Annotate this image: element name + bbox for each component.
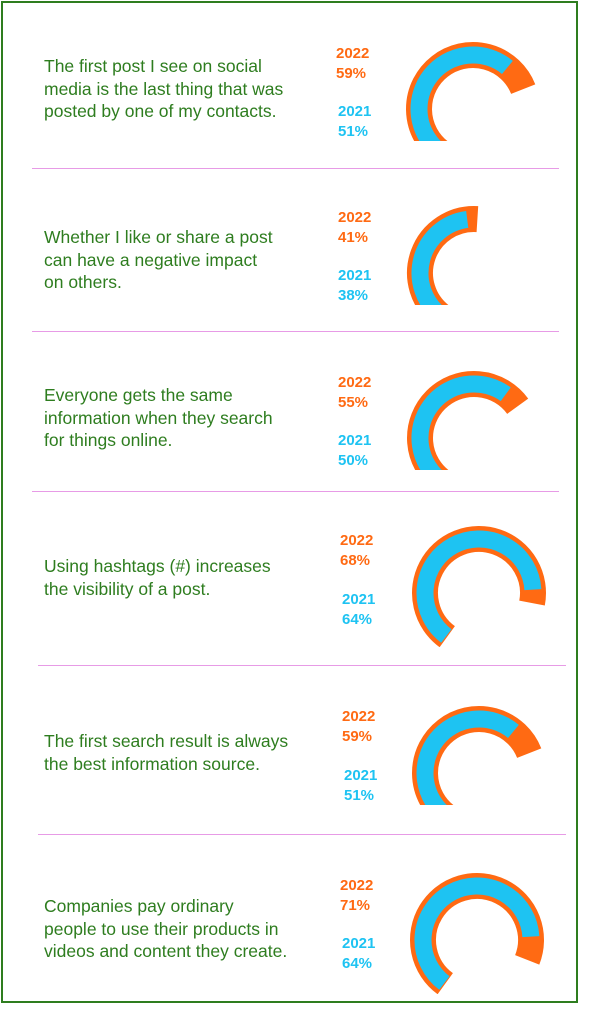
label-2022-value: 55% — [338, 394, 369, 411]
label-2022-year: 2022 — [336, 45, 370, 62]
label-2021-value: 51% — [344, 787, 375, 804]
label-2022-value: 41% — [338, 229, 369, 246]
label-2021-year: 2021 — [342, 935, 376, 952]
statement-line: media is the last thing that was — [44, 78, 284, 99]
gauge-chart — [412, 526, 546, 647]
gauge-2021-arc — [414, 877, 540, 990]
label-2021-year: 2021 — [342, 591, 376, 608]
statement-line: on others. — [44, 272, 122, 292]
separator-line — [32, 168, 559, 169]
label-2022-value: 71% — [340, 897, 371, 914]
gauge-chart — [406, 42, 536, 141]
label-2021-value: 38% — [338, 287, 369, 304]
gauge-2021-arc — [411, 375, 511, 470]
statement-line: the best information source. — [44, 753, 260, 774]
statement-text: Companies pay ordinary people to use the… — [44, 895, 287, 963]
statement-line: videos and content they create. — [44, 941, 288, 961]
label-2021-value: 50% — [338, 452, 369, 469]
separator-line — [32, 331, 559, 332]
statement-text: The first post I see on social media is … — [44, 55, 283, 123]
statement-line: for things online. — [44, 430, 173, 450]
label-2021-year: 2021 — [338, 267, 372, 284]
statement-text: Using hashtags (#) increases the visibil… — [44, 555, 271, 600]
label-2021-value: 51% — [338, 123, 369, 140]
gauge-chart — [410, 873, 544, 994]
statement-line: information when they search — [44, 407, 273, 428]
statement-line: the visibility of a post. — [44, 578, 211, 599]
label-2021-value: 64% — [342, 611, 373, 628]
statement-line: Everyone gets the same — [44, 385, 233, 405]
gauge-2021-arc — [416, 710, 519, 805]
separator-line — [38, 834, 566, 835]
statement-line: people to use their products in — [44, 918, 279, 939]
label-2022-value: 59% — [336, 65, 367, 82]
label-2022-year: 2022 — [338, 209, 372, 226]
statement-text: The first search result is always the be… — [44, 730, 288, 775]
label-2022-year: 2022 — [340, 877, 374, 894]
statement-text: Whether I like or share a post can have … — [44, 226, 273, 294]
gauge-chart — [407, 371, 529, 470]
statement-line: can have a negative impact — [44, 249, 258, 270]
gauge-chart — [407, 206, 479, 305]
label-2022-value: 68% — [340, 552, 371, 569]
label-2021-year: 2021 — [338, 103, 372, 120]
statement-line: Whether I like or share a post — [44, 227, 273, 247]
statement-line: The first search result is always — [44, 731, 289, 751]
label-2022-year: 2022 — [340, 532, 374, 549]
label-2021-value: 64% — [342, 955, 373, 972]
statement-line: Using hashtags (#) increases — [44, 556, 271, 576]
separator-line — [32, 491, 559, 492]
gauge-2021-arc — [411, 210, 469, 305]
statement-line: The first post I see on social — [44, 56, 262, 76]
label-2021-year: 2021 — [344, 767, 378, 784]
separator-line — [38, 665, 566, 666]
statement-line: posted by one of my contacts. — [44, 101, 277, 121]
label-2021-year: 2021 — [338, 432, 372, 449]
gauge-2021-arc — [410, 46, 513, 141]
label-2022-value: 59% — [342, 728, 373, 745]
gauge-2021-arc — [416, 530, 542, 643]
statement-text: Everyone gets the same information when … — [44, 384, 273, 452]
gauge-chart — [412, 706, 542, 805]
infographic-frame: The first post I see on social media is … — [1, 1, 578, 1003]
statement-line: Companies pay ordinary — [44, 896, 234, 916]
label-2022-year: 2022 — [342, 708, 376, 725]
label-2022-year: 2022 — [338, 374, 372, 391]
